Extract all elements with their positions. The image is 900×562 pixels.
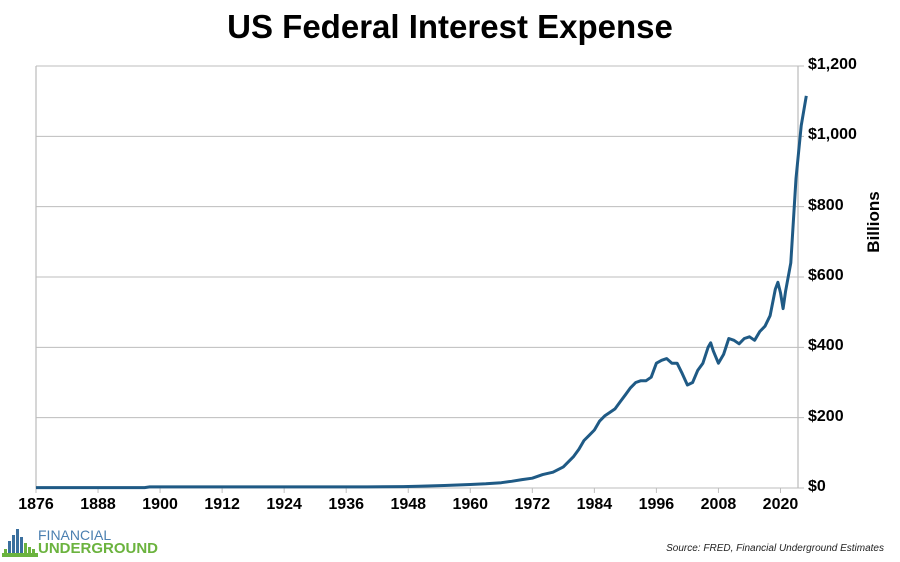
x-tick-label: 1912 <box>204 496 240 513</box>
x-tick-label: 1972 <box>514 496 551 513</box>
x-tick-label: 1888 <box>80 496 116 513</box>
source-note: Source: FRED, Financial Underground Esti… <box>666 543 884 554</box>
x-tick-label: 1936 <box>328 496 364 513</box>
x-tick-label: 1984 <box>576 496 613 513</box>
y-axis-title: Billions <box>864 191 883 253</box>
x-tick-label: 1960 <box>452 496 489 513</box>
x-tick-label: 1924 <box>266 496 302 513</box>
series-line <box>36 95 808 490</box>
y-tick-label: $200 <box>808 407 844 425</box>
y-tick-label: $1,200 <box>808 56 857 73</box>
x-tick-label: 1996 <box>638 496 675 513</box>
logo-text-financial: FINANCIAL <box>38 527 112 543</box>
logo-text-underground: UNDERGROUND <box>38 540 158 557</box>
x-tick-label: 1900 <box>142 496 178 513</box>
logo-skyline-icon <box>2 529 38 557</box>
financial-underground-logo: FINANCIAL UNDERGROUND <box>2 527 158 557</box>
y-tick-label: $0 <box>808 478 826 495</box>
y-tick-label: $800 <box>808 196 844 214</box>
y-tick-label: $600 <box>808 267 844 284</box>
y-tick-label: $1,000 <box>808 126 857 144</box>
x-tick-label: 1876 <box>18 496 54 513</box>
x-tick-label: 2008 <box>700 496 737 513</box>
x-ticks <box>35 488 781 493</box>
x-tick-label: 1948 <box>390 496 427 513</box>
y-tick-label: $400 <box>808 337 844 355</box>
grid-lines <box>35 65 804 489</box>
chart-title: US Federal Interest Expense <box>227 8 673 45</box>
x-tick-label: 2020 <box>762 496 799 513</box>
